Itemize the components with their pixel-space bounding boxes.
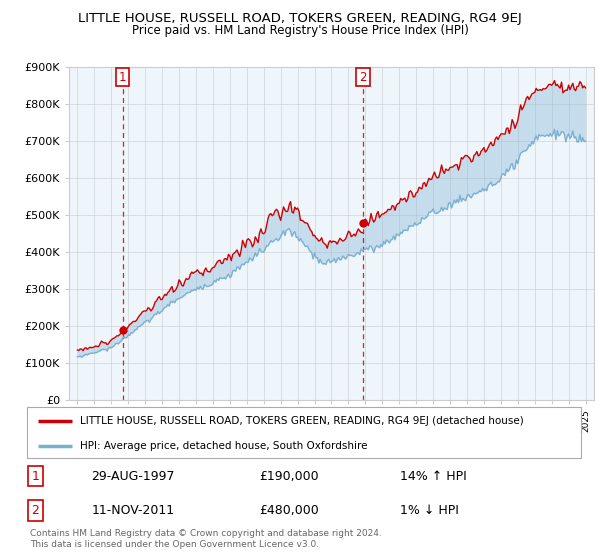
FancyBboxPatch shape	[27, 407, 581, 458]
Text: Contains HM Land Registry data © Crown copyright and database right 2024.
This d: Contains HM Land Registry data © Crown c…	[30, 529, 382, 549]
Text: £480,000: £480,000	[260, 504, 319, 517]
Text: 11-NOV-2011: 11-NOV-2011	[91, 504, 175, 517]
Text: LITTLE HOUSE, RUSSELL ROAD, TOKERS GREEN, READING, RG4 9EJ: LITTLE HOUSE, RUSSELL ROAD, TOKERS GREEN…	[78, 12, 522, 25]
Text: 14% ↑ HPI: 14% ↑ HPI	[400, 470, 467, 483]
Text: Price paid vs. HM Land Registry's House Price Index (HPI): Price paid vs. HM Land Registry's House …	[131, 24, 469, 36]
Text: 2: 2	[31, 504, 39, 517]
Text: 1% ↓ HPI: 1% ↓ HPI	[400, 504, 459, 517]
Text: HPI: Average price, detached house, South Oxfordshire: HPI: Average price, detached house, Sout…	[80, 441, 368, 451]
Text: 29-AUG-1997: 29-AUG-1997	[91, 470, 175, 483]
Text: 2: 2	[359, 71, 367, 83]
Text: 1: 1	[119, 71, 126, 83]
Text: LITTLE HOUSE, RUSSELL ROAD, TOKERS GREEN, READING, RG4 9EJ (detached house): LITTLE HOUSE, RUSSELL ROAD, TOKERS GREEN…	[80, 416, 524, 426]
Text: £190,000: £190,000	[260, 470, 319, 483]
Text: 1: 1	[31, 470, 39, 483]
